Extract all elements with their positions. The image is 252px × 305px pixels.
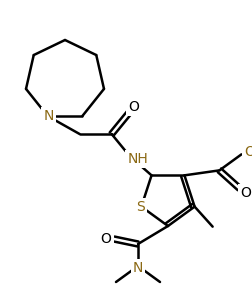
Text: N: N xyxy=(43,109,54,123)
Text: N: N xyxy=(132,261,143,275)
Text: S: S xyxy=(136,200,144,213)
Text: NH: NH xyxy=(127,152,147,166)
Text: O: O xyxy=(128,100,139,114)
Text: O: O xyxy=(100,232,111,246)
Text: O: O xyxy=(239,186,250,200)
Text: O: O xyxy=(243,145,252,159)
